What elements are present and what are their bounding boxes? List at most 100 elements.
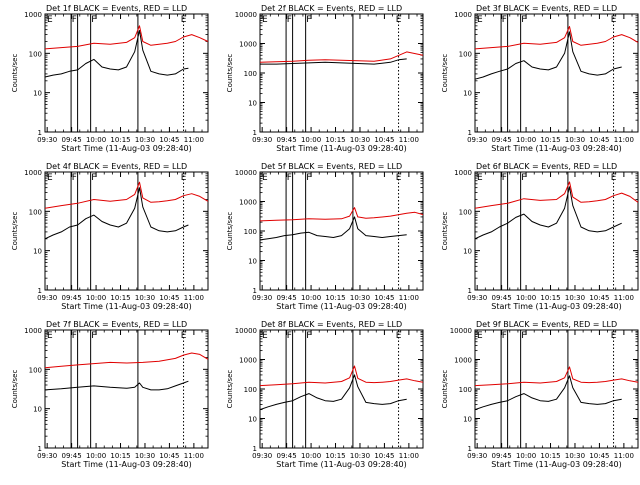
- plot-frame: [474, 171, 639, 291]
- x-tick-label: 10:30: [135, 452, 155, 460]
- interval-marker: E: [477, 173, 483, 183]
- x-tick-label: 09:45: [492, 136, 512, 144]
- x-axis-label: Start Time (11-Aug-03 09:28:40): [491, 460, 622, 469]
- panel-title: Det 7f BLACK = Events, RED = LLD: [46, 320, 187, 329]
- x-tick-label: 09:30: [252, 136, 272, 144]
- interval-marker: F: [502, 15, 507, 25]
- events-series-line: [259, 374, 407, 411]
- x-tick-label: 10:30: [565, 294, 585, 302]
- interval-marker: E: [47, 15, 53, 25]
- detector-panel-9: Det 9f BLACK = Events, RED = LLD 1 10 100 10…: [441, 320, 639, 469]
- lld-series-line: [44, 352, 209, 369]
- y-tick-label: 100: [244, 70, 257, 78]
- x-tick-label: 10:30: [135, 136, 155, 144]
- detector-panel-2: Det 2f BLACK = Events, RED = LLD 1 10 100 10…: [226, 4, 424, 153]
- x-axis-label: Start Time (11-Aug-03 09:28:40): [491, 302, 622, 311]
- x-tick-label: 11:00: [399, 136, 419, 144]
- x-tick-label: 09:45: [277, 452, 297, 460]
- interval-marker: E: [396, 331, 402, 341]
- y-axis-label: Counts/sec: [441, 54, 449, 93]
- interval-marker: F: [91, 331, 96, 341]
- x-tick-label: 10:15: [540, 452, 560, 460]
- panel-title: Det 2f BLACK = Events, RED = LLD: [261, 4, 402, 13]
- panel-title: Det 8f BLACK = Events, RED = LLD: [261, 320, 402, 329]
- x-tick-label: 09:30: [467, 136, 487, 144]
- interval-marker: E: [396, 173, 402, 183]
- x-tick-label: 10:30: [350, 452, 370, 460]
- y-tick-label: 100: [459, 208, 472, 216]
- y-axis-label: Counts/sec: [11, 370, 19, 409]
- interval-marker: F: [287, 173, 292, 183]
- events-series-line: [259, 216, 407, 241]
- x-tick-label: 10:00: [516, 294, 536, 302]
- y-axis-label: Counts/sec: [11, 212, 19, 251]
- x-tick-label: 11:00: [184, 136, 204, 144]
- y-tick-label: 100: [459, 50, 472, 58]
- y-tick-label: 10: [248, 258, 257, 266]
- y-tick-label: 100: [29, 50, 42, 58]
- x-tick-label: 10:45: [589, 136, 609, 144]
- interval-marker: F: [521, 15, 526, 25]
- y-axis-label: Counts/sec: [11, 54, 19, 93]
- events-series-line: [474, 186, 622, 240]
- x-tick-label: 09:30: [252, 452, 272, 460]
- y-tick-label: 1: [38, 445, 42, 453]
- x-tick-label: 09:45: [62, 136, 82, 144]
- x-tick-label: 09:45: [62, 294, 82, 302]
- events-series-line: [474, 31, 622, 80]
- y-tick-label: 1000: [454, 11, 472, 19]
- interval-marker: F: [502, 331, 507, 341]
- x-tick-label: 10:45: [374, 452, 394, 460]
- x-tick-label: 11:00: [184, 452, 204, 460]
- x-tick-label: 10:00: [301, 136, 321, 144]
- x-tick-label: 09:45: [492, 294, 512, 302]
- x-tick-label: 10:30: [135, 294, 155, 302]
- y-tick-label: 10000: [450, 327, 472, 335]
- x-tick-label: 10:00: [86, 294, 106, 302]
- x-tick-label: 10:00: [301, 452, 321, 460]
- y-tick-label: 10000: [235, 11, 257, 19]
- interval-marker: E: [611, 331, 617, 341]
- interval-marker: F: [287, 15, 292, 25]
- x-tick-label: 10:15: [540, 294, 560, 302]
- y-tick-label: 10000: [235, 169, 257, 177]
- y-tick-label: 1000: [239, 357, 257, 365]
- x-axis-label: Start Time (11-Aug-03 09:28:40): [61, 302, 192, 311]
- y-tick-label: 1: [253, 129, 257, 137]
- y-tick-label: 1: [468, 129, 472, 137]
- x-axis-label: Start Time (11-Aug-03 09:28:40): [276, 460, 407, 469]
- interval-marker: E: [181, 173, 187, 183]
- x-tick-label: 10:45: [159, 294, 179, 302]
- y-axis-label: Counts/sec: [226, 54, 234, 93]
- x-tick-label: 10:30: [350, 136, 370, 144]
- y-tick-label: 100: [244, 386, 257, 394]
- y-axis-label: Counts/sec: [441, 370, 449, 409]
- x-tick-label: 09:30: [37, 452, 57, 460]
- lld-series-line: [44, 181, 209, 209]
- x-tick-label: 11:00: [614, 136, 634, 144]
- y-tick-label: 1000: [239, 41, 257, 49]
- interval-marker: E: [47, 331, 53, 341]
- x-tick-label: 10:00: [86, 136, 106, 144]
- x-tick-label: 09:45: [492, 452, 512, 460]
- x-tick-label: 10:45: [374, 294, 394, 302]
- panel-title: Det 6f BLACK = Events, RED = LLD: [476, 162, 617, 171]
- lld-series-line: [259, 51, 424, 63]
- plot-frame: [474, 13, 639, 133]
- events-series-line: [474, 375, 622, 411]
- interval-marker: F: [287, 331, 292, 341]
- interval-marker: E: [181, 15, 187, 25]
- interval-marker: F: [306, 331, 311, 341]
- y-tick-label: 1: [253, 445, 257, 453]
- y-axis-label: Counts/sec: [226, 212, 234, 251]
- detector-panel-8: Det 8f BLACK = Events, RED = LLD 1 10 100 10…: [226, 320, 424, 469]
- y-tick-label: 10000: [235, 327, 257, 335]
- x-tick-label: 10:00: [516, 136, 536, 144]
- interval-marker: F: [72, 173, 77, 183]
- plot-frame: [44, 171, 209, 291]
- y-axis-label: Counts/sec: [226, 370, 234, 409]
- panel-title: Det 4f BLACK = Events, RED = LLD: [46, 162, 187, 171]
- y-tick-label: 10: [33, 406, 42, 414]
- y-tick-label: 100: [459, 386, 472, 394]
- y-tick-label: 1000: [454, 357, 472, 365]
